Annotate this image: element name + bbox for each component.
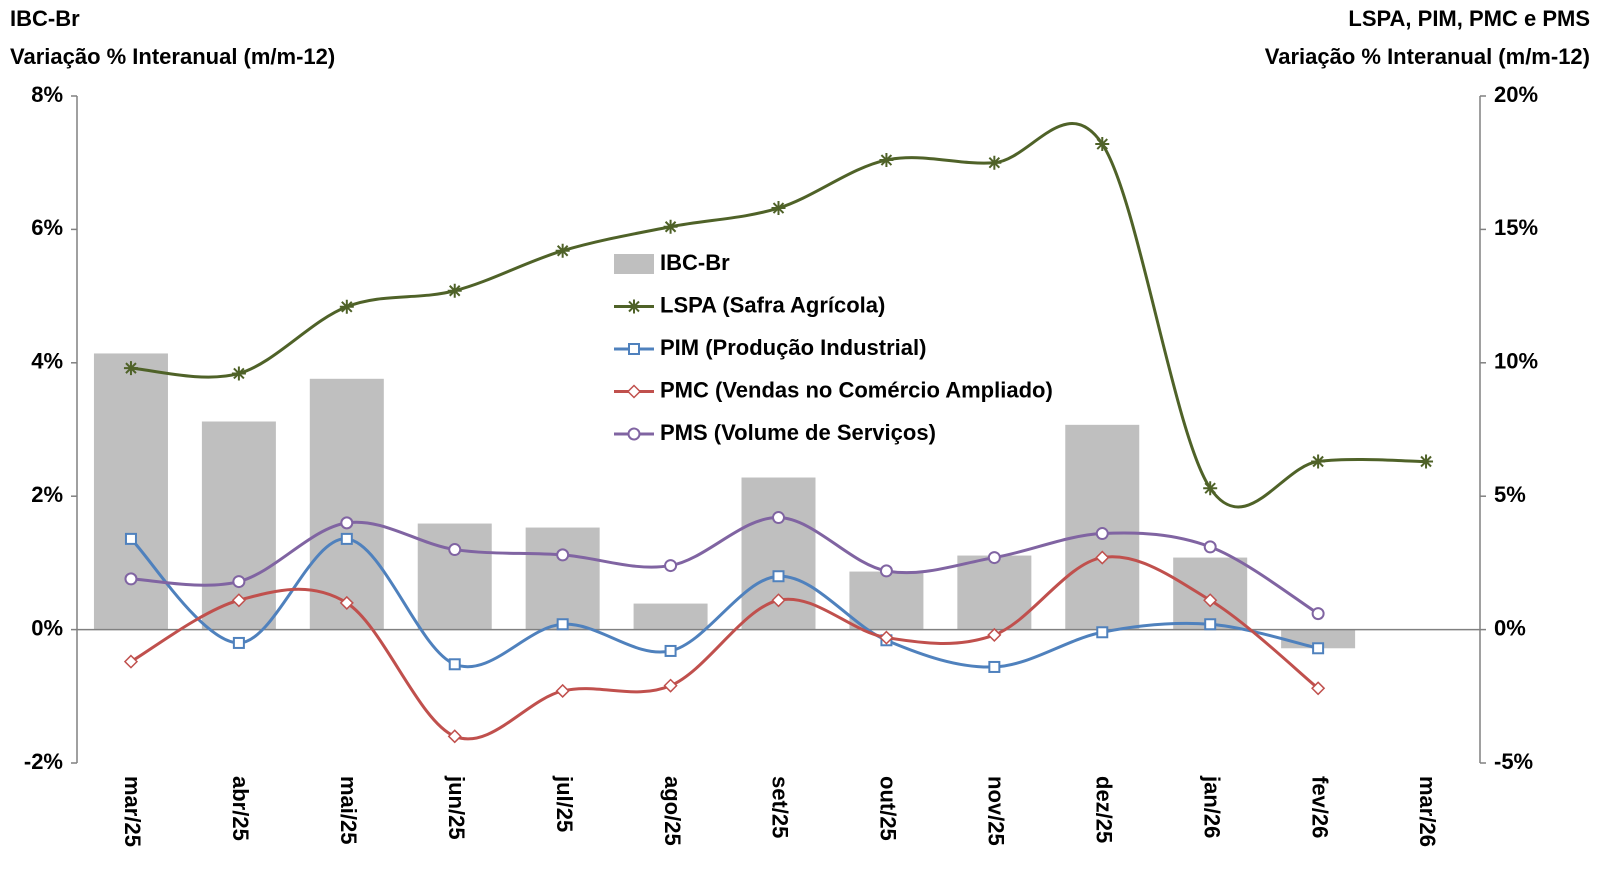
- y2-tick-label: 20%: [1494, 82, 1538, 107]
- y2-tick-label: 0%: [1494, 615, 1526, 640]
- marker: [1311, 607, 1325, 621]
- legend-label: PMC (Vendas no Comércio Ampliado): [660, 377, 1053, 402]
- x-tick-label: ago/25: [660, 776, 685, 846]
- line: [130, 516, 1319, 615]
- marker: [123, 361, 138, 376]
- marker: [1095, 137, 1110, 152]
- marker: [232, 575, 246, 589]
- marker: [232, 636, 245, 649]
- marker: [448, 543, 462, 557]
- marker: [987, 155, 1002, 170]
- marker: [1096, 626, 1109, 639]
- marker: [663, 678, 678, 693]
- marker: [555, 243, 570, 258]
- x-tick-label: jan/26: [1199, 775, 1224, 838]
- marker: [339, 299, 354, 314]
- y-axis-title: IBC-Br: [10, 6, 80, 31]
- x-tick-label: fev/26: [1307, 776, 1332, 838]
- marker: [447, 283, 462, 298]
- x-tick-label: abr/25: [228, 776, 253, 841]
- line: [130, 555, 1320, 741]
- legend: IBC-Br LSPA (Safra Agrícola) PIM (Produção…: [614, 250, 1053, 445]
- marker: [771, 201, 786, 216]
- marker: [987, 627, 1002, 642]
- y-tick-label: -2%: [24, 749, 63, 774]
- y-axis-title: Variação % Interanual (m/m-12): [10, 44, 335, 69]
- marker: [627, 299, 641, 314]
- marker: [627, 427, 641, 441]
- x-tick-label: mar/25: [120, 776, 145, 847]
- marker: [556, 548, 570, 562]
- marker: [1203, 593, 1218, 608]
- marker: [231, 366, 246, 381]
- legend-label: LSPA (Safra Agrícola): [660, 292, 885, 317]
- bar: [849, 571, 924, 630]
- x-tick-label: mar/26: [1415, 776, 1440, 847]
- marker: [124, 572, 138, 586]
- marker: [772, 570, 785, 583]
- legend-label: IBC-Br: [660, 250, 730, 275]
- x-tick-label: jul/25: [552, 775, 577, 832]
- marker: [1419, 454, 1434, 469]
- marker: [626, 384, 642, 399]
- marker: [988, 660, 1001, 673]
- marker: [771, 593, 786, 608]
- marker: [987, 551, 1001, 565]
- marker: [1311, 454, 1326, 469]
- marker: [628, 343, 640, 355]
- y2-axis-title: Variação % Interanual (m/m-12): [1265, 44, 1590, 69]
- marker: [123, 654, 139, 669]
- marker: [340, 516, 354, 530]
- bar: [633, 603, 708, 630]
- x-tick-label: mai/25: [336, 776, 361, 845]
- marker: [1311, 681, 1326, 696]
- marker: [664, 559, 678, 573]
- marker: [340, 532, 353, 545]
- y2-tick-label: -5%: [1494, 749, 1533, 774]
- marker: [1203, 540, 1217, 554]
- y2-axis-title: LSPA, PIM, PMC e PMS: [1348, 6, 1590, 31]
- y-tick-label: 6%: [31, 215, 63, 240]
- marker: [231, 593, 246, 608]
- marker: [1312, 642, 1325, 655]
- marker: [1095, 527, 1109, 541]
- marker: [879, 153, 894, 168]
- bar: [309, 378, 384, 630]
- y2-tick-label: 5%: [1494, 482, 1526, 507]
- bar: [957, 555, 1032, 630]
- line: [129, 537, 1319, 669]
- marker: [339, 595, 354, 610]
- bar: [93, 353, 168, 630]
- marker: [555, 683, 570, 699]
- bar: [525, 527, 600, 630]
- legend-label: PIM (Produção Industrial): [660, 335, 926, 360]
- marker: [663, 219, 678, 234]
- y-tick-label: 0%: [31, 615, 63, 640]
- marker: [124, 532, 137, 545]
- marker: [772, 511, 785, 525]
- marker: [879, 564, 893, 578]
- y2-tick-label: 15%: [1494, 215, 1538, 240]
- legend-swatch: [614, 254, 654, 274]
- x-tick-label: dez/25: [1091, 776, 1116, 843]
- y-tick-label: 8%: [31, 82, 63, 107]
- y2-tick-label: 10%: [1494, 349, 1538, 374]
- marker: [879, 630, 894, 645]
- x-tick-label: nov/25: [984, 776, 1009, 846]
- marker: [1203, 481, 1218, 496]
- marker: [664, 644, 677, 657]
- x-tick-label: set/25: [768, 776, 793, 838]
- marker: [1095, 550, 1110, 565]
- marker: [556, 618, 569, 631]
- marker: [447, 729, 462, 744]
- legend-label: PMS (Volume de Serviços): [660, 420, 936, 445]
- y-tick-label: 2%: [31, 482, 63, 507]
- marker: [448, 658, 461, 671]
- y-tick-label: 4%: [31, 349, 63, 374]
- marker: [1204, 618, 1217, 631]
- x-tick-label: jun/25: [444, 775, 469, 840]
- bar: [417, 523, 492, 630]
- x-tick-label: out/25: [876, 776, 901, 841]
